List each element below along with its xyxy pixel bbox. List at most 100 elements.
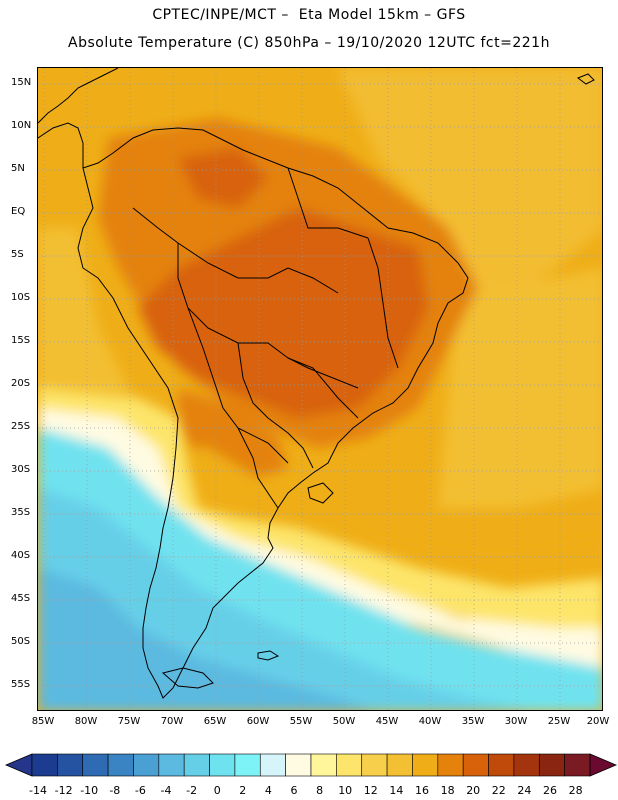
field-24c-core: [138, 208, 428, 418]
lat-label-eq: EQ: [11, 206, 26, 217]
colorbar-cell: [133, 753, 160, 777]
lake-patos: [307, 482, 334, 504]
colorbar-tick-label: 20: [466, 784, 481, 797]
colorbar-tick-label: -10: [80, 784, 99, 797]
temperature-map: [37, 67, 603, 711]
coastlines-and-borders: [38, 68, 595, 699]
lat-label-15s: 15S: [11, 335, 31, 346]
colorbar-cell: [564, 753, 591, 777]
colorbar-cell: [183, 753, 210, 777]
title-line-1: CPTEC/INPE/MCT – Eta Model 15km – GFS: [152, 7, 466, 23]
colorbar-cell: [412, 753, 439, 777]
colorbar-cell: [31, 753, 58, 777]
colorbar-cell: [57, 753, 84, 777]
border-8: [237, 427, 279, 509]
colorbar-tick-label: 2: [239, 784, 247, 797]
colorbar-cell: [488, 753, 515, 777]
colorbar-tick-label: 14: [389, 784, 404, 797]
colorbar-cells: [31, 753, 591, 777]
lat-label-5n: 5N: [11, 163, 25, 174]
border-4: [187, 307, 289, 464]
lat-label-35s: 35S: [11, 507, 31, 518]
field-16c-west: [38, 228, 133, 398]
lon-label-30w: 30W: [504, 716, 528, 727]
lat-label-15n: 15N: [11, 77, 32, 88]
colorbar-tick-label: -8: [109, 784, 121, 797]
colorbar-cell: [361, 753, 388, 777]
colorbar-tick-label: 8: [316, 784, 324, 797]
colorbar-cell: [336, 753, 363, 777]
lat-label-25s: 25S: [11, 421, 31, 432]
colorbar-tick-label: 16: [415, 784, 429, 797]
lon-label-20w: 20W: [586, 716, 610, 727]
field-24c-north: [178, 148, 268, 208]
colorbar-tick-label: 6: [290, 784, 298, 797]
colorbar-cell: [310, 753, 337, 777]
lon-label-55w: 55W: [289, 716, 313, 727]
colorbar-tick-label: -6: [134, 784, 146, 797]
border-6: [367, 237, 399, 369]
lon-label-45w: 45W: [375, 716, 399, 727]
lon-label-40w: 40W: [418, 716, 442, 727]
lon-label-80w: 80W: [74, 716, 98, 727]
border-5: [287, 167, 369, 239]
lat-label-45s: 45S: [11, 593, 31, 604]
lat-label-30s: 30S: [11, 464, 31, 475]
colorbar-tick-label: 24: [517, 784, 532, 797]
colorbar-tick-label: -4: [160, 784, 172, 797]
color-bar: [4, 753, 618, 777]
colorbar-tick-label: 10: [338, 784, 353, 797]
lon-label-60w: 60W: [246, 716, 270, 727]
colorbar-tick-label: 28: [568, 784, 583, 797]
central-america-coastline: [38, 68, 119, 124]
colorbar-right-arrow: [589, 753, 618, 777]
colorbar-cell: [107, 753, 134, 777]
border-7: [287, 357, 359, 419]
colorbar-cell: [437, 753, 464, 777]
central-america-coastline-south: [38, 122, 84, 168]
lon-label-50w: 50W: [332, 716, 356, 727]
colorbar-left-arrow: [4, 753, 33, 777]
colorbar-cell: [462, 753, 489, 777]
border-3: [237, 342, 314, 469]
caribbean-islands: [576, 73, 595, 85]
lon-label-65w: 65W: [203, 716, 227, 727]
colorbar-cell: [82, 753, 109, 777]
colorbar-cell: [538, 753, 565, 777]
border-2: [177, 243, 359, 389]
field-18c-south: [158, 448, 602, 598]
border-1: [132, 207, 339, 294]
colorbar-cell: [386, 753, 413, 777]
colorbar-tick-label: 0: [213, 784, 221, 797]
south-america-coastline: [77, 127, 469, 699]
field-8c-band: [38, 408, 602, 668]
lon-label-25w: 25W: [547, 716, 571, 727]
colorbar-tick-label: -12: [54, 784, 73, 797]
falkland-islands: [257, 650, 280, 661]
title-line-2: Absolute Temperature (C) 850hPa – 19/10/…: [68, 35, 550, 51]
lat-label-10s: 10S: [11, 292, 31, 303]
colorbar-cell: [513, 753, 540, 777]
colorbar-tick-label: 4: [264, 784, 272, 797]
lat-label-55s: 55S: [11, 679, 31, 690]
colorbar-cell: [234, 753, 261, 777]
colorbar-cell: [209, 753, 236, 777]
colorbar-tick-label: 22: [491, 784, 506, 797]
colorbar-cell: [259, 753, 286, 777]
lat-label-20s: 20S: [11, 378, 31, 389]
colorbar-tick-label: 26: [543, 784, 557, 797]
tierra-del-fuego: [161, 667, 214, 689]
colorbar-tick-label: 12: [363, 784, 378, 797]
colorbar-tick-label: 18: [440, 784, 455, 797]
lon-label-75w: 75W: [117, 716, 141, 727]
colorbar-tick-label: -14: [29, 784, 47, 797]
lon-label-70w: 70W: [160, 716, 184, 727]
lat-label-5s: 5S: [11, 249, 24, 260]
lat-label-10n: 10N: [11, 120, 32, 131]
colorbar-cell: [158, 753, 185, 777]
colorbar-cell: [285, 753, 312, 777]
lat-label-50s: 50S: [11, 636, 31, 647]
field-16c-east: [438, 268, 602, 508]
colorbar-tick-label: -2: [186, 784, 198, 797]
field-16c-northeast: [338, 68, 602, 298]
